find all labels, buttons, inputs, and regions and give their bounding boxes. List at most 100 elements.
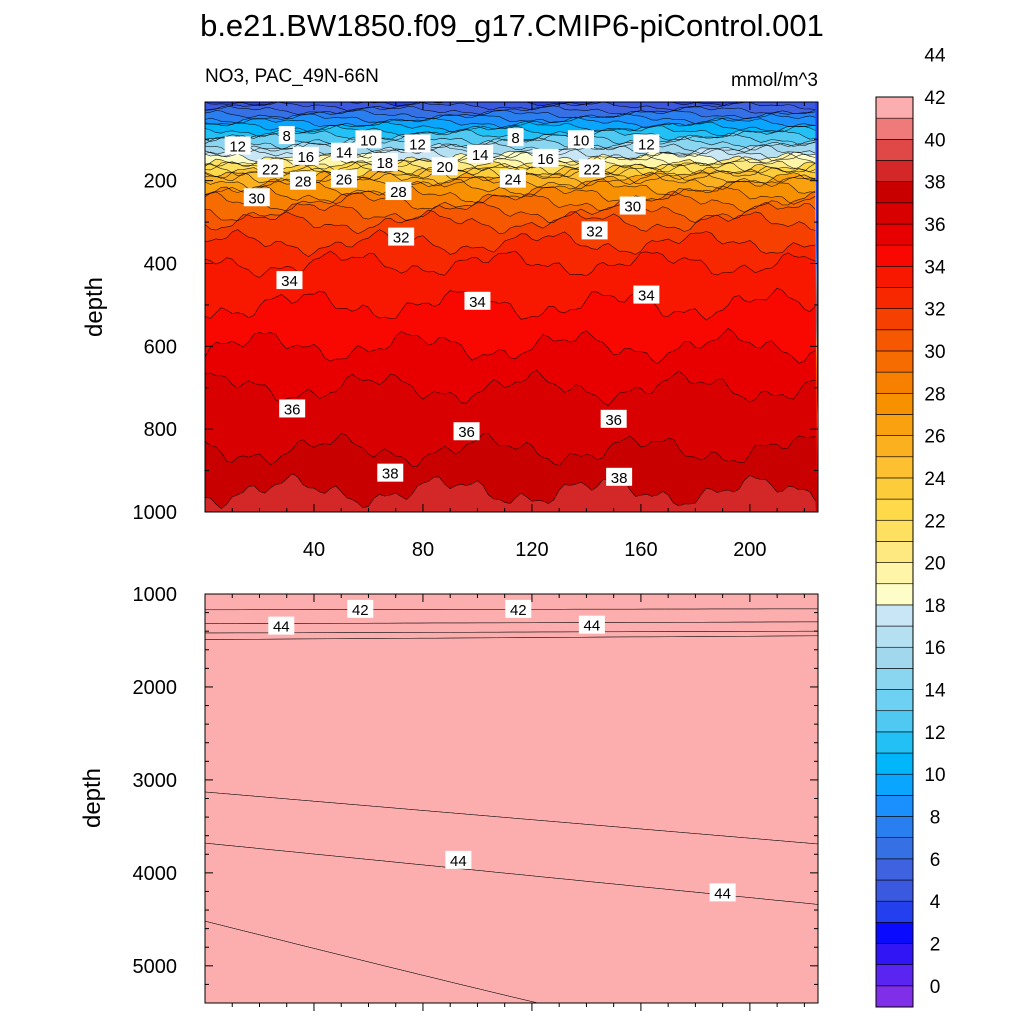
lower-filled-contours	[205, 594, 818, 1003]
upper-contour-label: 16	[292, 146, 319, 166]
colorbar-tick-label: 0	[930, 977, 941, 998]
contour-label-text: 8	[511, 130, 519, 147]
colorbar-tick-label: 36	[924, 215, 945, 236]
colorbar-swatch	[875, 181, 914, 204]
colorbar-swatch	[875, 583, 914, 606]
colorbar-swatch	[875, 265, 914, 288]
colorbar-swatch	[875, 541, 914, 563]
lower-contour-label: 44	[268, 616, 295, 636]
upper-contour-line	[205, 200, 816, 223]
colorbar-swatch	[875, 752, 914, 775]
contour-label-box	[268, 616, 295, 635]
upper-contour-line	[205, 105, 816, 116]
lower-y-tick-label: 5000	[133, 956, 178, 978]
contour-label-text: 30	[624, 199, 641, 216]
contour-label-text: 32	[586, 223, 603, 240]
contour-label-box	[505, 599, 532, 618]
contour-label-text: 12	[229, 138, 246, 155]
contour-label-box	[633, 134, 660, 153]
contour-label-text: 10	[360, 132, 377, 149]
upper-contour-label: 8	[278, 126, 295, 145]
contour-label-box	[347, 599, 374, 618]
colorbar-tick-label: 16	[924, 638, 945, 659]
upper-contour-label: 36	[600, 409, 627, 429]
colorbar-swatch	[875, 858, 914, 881]
upper-contour-line	[205, 109, 816, 120]
upper-contour-line	[205, 250, 816, 279]
colorbar-swatch	[875, 837, 914, 860]
colorbar-swatch	[875, 816, 914, 838]
upper-contour-line	[205, 160, 816, 179]
colorbar-swatch	[875, 287, 914, 309]
colorbar-swatch	[875, 223, 914, 246]
colorbar-swatch	[875, 689, 914, 712]
upper-y-tick-label: 800	[144, 419, 177, 441]
colorbar-swatch	[875, 139, 914, 161]
contour-label-box	[292, 146, 319, 165]
units-label: mmol/m^3	[731, 70, 818, 91]
upper-contour-line	[205, 209, 816, 235]
contour-label-box	[581, 221, 608, 240]
upper-contour-label: 34	[633, 285, 660, 305]
contour-label-box	[619, 196, 646, 215]
colorbar-swatch	[875, 308, 914, 331]
contour-label-text: 22	[262, 161, 279, 178]
contour-label-box	[355, 130, 382, 149]
colorbar-swatch	[875, 456, 914, 479]
upper-contour-line	[205, 184, 816, 205]
colorbar-swatch	[875, 371, 914, 394]
contour-label-text: 36	[284, 401, 301, 418]
upper-contour-label: 8	[507, 128, 524, 147]
upper-contour-line	[205, 120, 816, 133]
contour-label-box	[709, 883, 736, 902]
contour-label-text: 28	[390, 184, 407, 201]
upper-contour-labels: 12 8 10 12 8 10 12 16 14 18 14 16 22 20 22 28 26 28 24 30 30…	[224, 126, 660, 487]
contour-label-text: 12	[638, 136, 655, 153]
upper-contour-label: 32	[388, 227, 415, 247]
upper-contour-label: 24	[499, 169, 526, 189]
colorbar: 0246810121416182022242628303234363840424…	[875, 46, 946, 1008]
colorbar-tick-label: 24	[924, 469, 946, 490]
upper-contour-panel: 12 8 10 12 8 10 12 16 14 18 14 16 22 20 22 28 26 28 24 30 30…	[81, 101, 819, 561]
upper-contour-line	[205, 158, 816, 176]
colorbar-tick-label: 18	[924, 596, 945, 617]
contour-label-text: 24	[505, 172, 522, 189]
upper-y-tick-label: 600	[144, 336, 177, 358]
colorbar-swatch	[875, 879, 914, 902]
contour-label-text: 34	[469, 294, 486, 311]
upper-contour-line	[205, 113, 816, 125]
upper-x-tick-label: 40	[303, 539, 325, 561]
upper-fill-band	[205, 473, 816, 512]
upper-contour-label: 12	[633, 134, 660, 153]
contour-label-box	[257, 159, 284, 178]
upper-contour-label: 38	[606, 467, 633, 487]
colorbar-swatch	[875, 562, 914, 585]
upper-contour-line	[205, 432, 816, 468]
contour-label-box	[578, 615, 605, 634]
colorbar-swatch	[875, 477, 914, 500]
contour-label-text: 42	[510, 602, 527, 619]
lower-contour-labels: 42 42 44 44 44 44	[268, 599, 736, 902]
colorbar-swatch	[875, 117, 914, 140]
chart-title: b.e21.BW1850.f09_g17.CMIP6-piControl.001	[200, 8, 824, 43]
upper-x-tick-label: 200	[733, 539, 766, 561]
upper-contour-label: 14	[467, 144, 494, 164]
colorbar-swatch	[875, 96, 914, 119]
colorbar-tick-label: 28	[924, 384, 945, 405]
colorbar-tick-label: 26	[924, 427, 945, 448]
lower-axis-ticks: 1000 2000 3000 4000 5000	[133, 584, 818, 1011]
upper-contour-line	[205, 102, 771, 107]
colorbar-swatch	[875, 900, 914, 923]
upper-contour-line	[205, 102, 816, 111]
colorbar-swatch	[875, 922, 914, 944]
contour-label-box	[278, 126, 295, 145]
contour-label-box	[290, 171, 317, 190]
colorbar-swatch	[875, 392, 914, 415]
upper-contour-label: 14	[330, 142, 357, 162]
upper-contour-label: 10	[567, 130, 594, 149]
upper-contour-line	[205, 190, 816, 213]
contour-label-text: 18	[376, 155, 393, 172]
contour-label-box	[330, 169, 357, 188]
contour-label-text: 44	[273, 619, 290, 636]
